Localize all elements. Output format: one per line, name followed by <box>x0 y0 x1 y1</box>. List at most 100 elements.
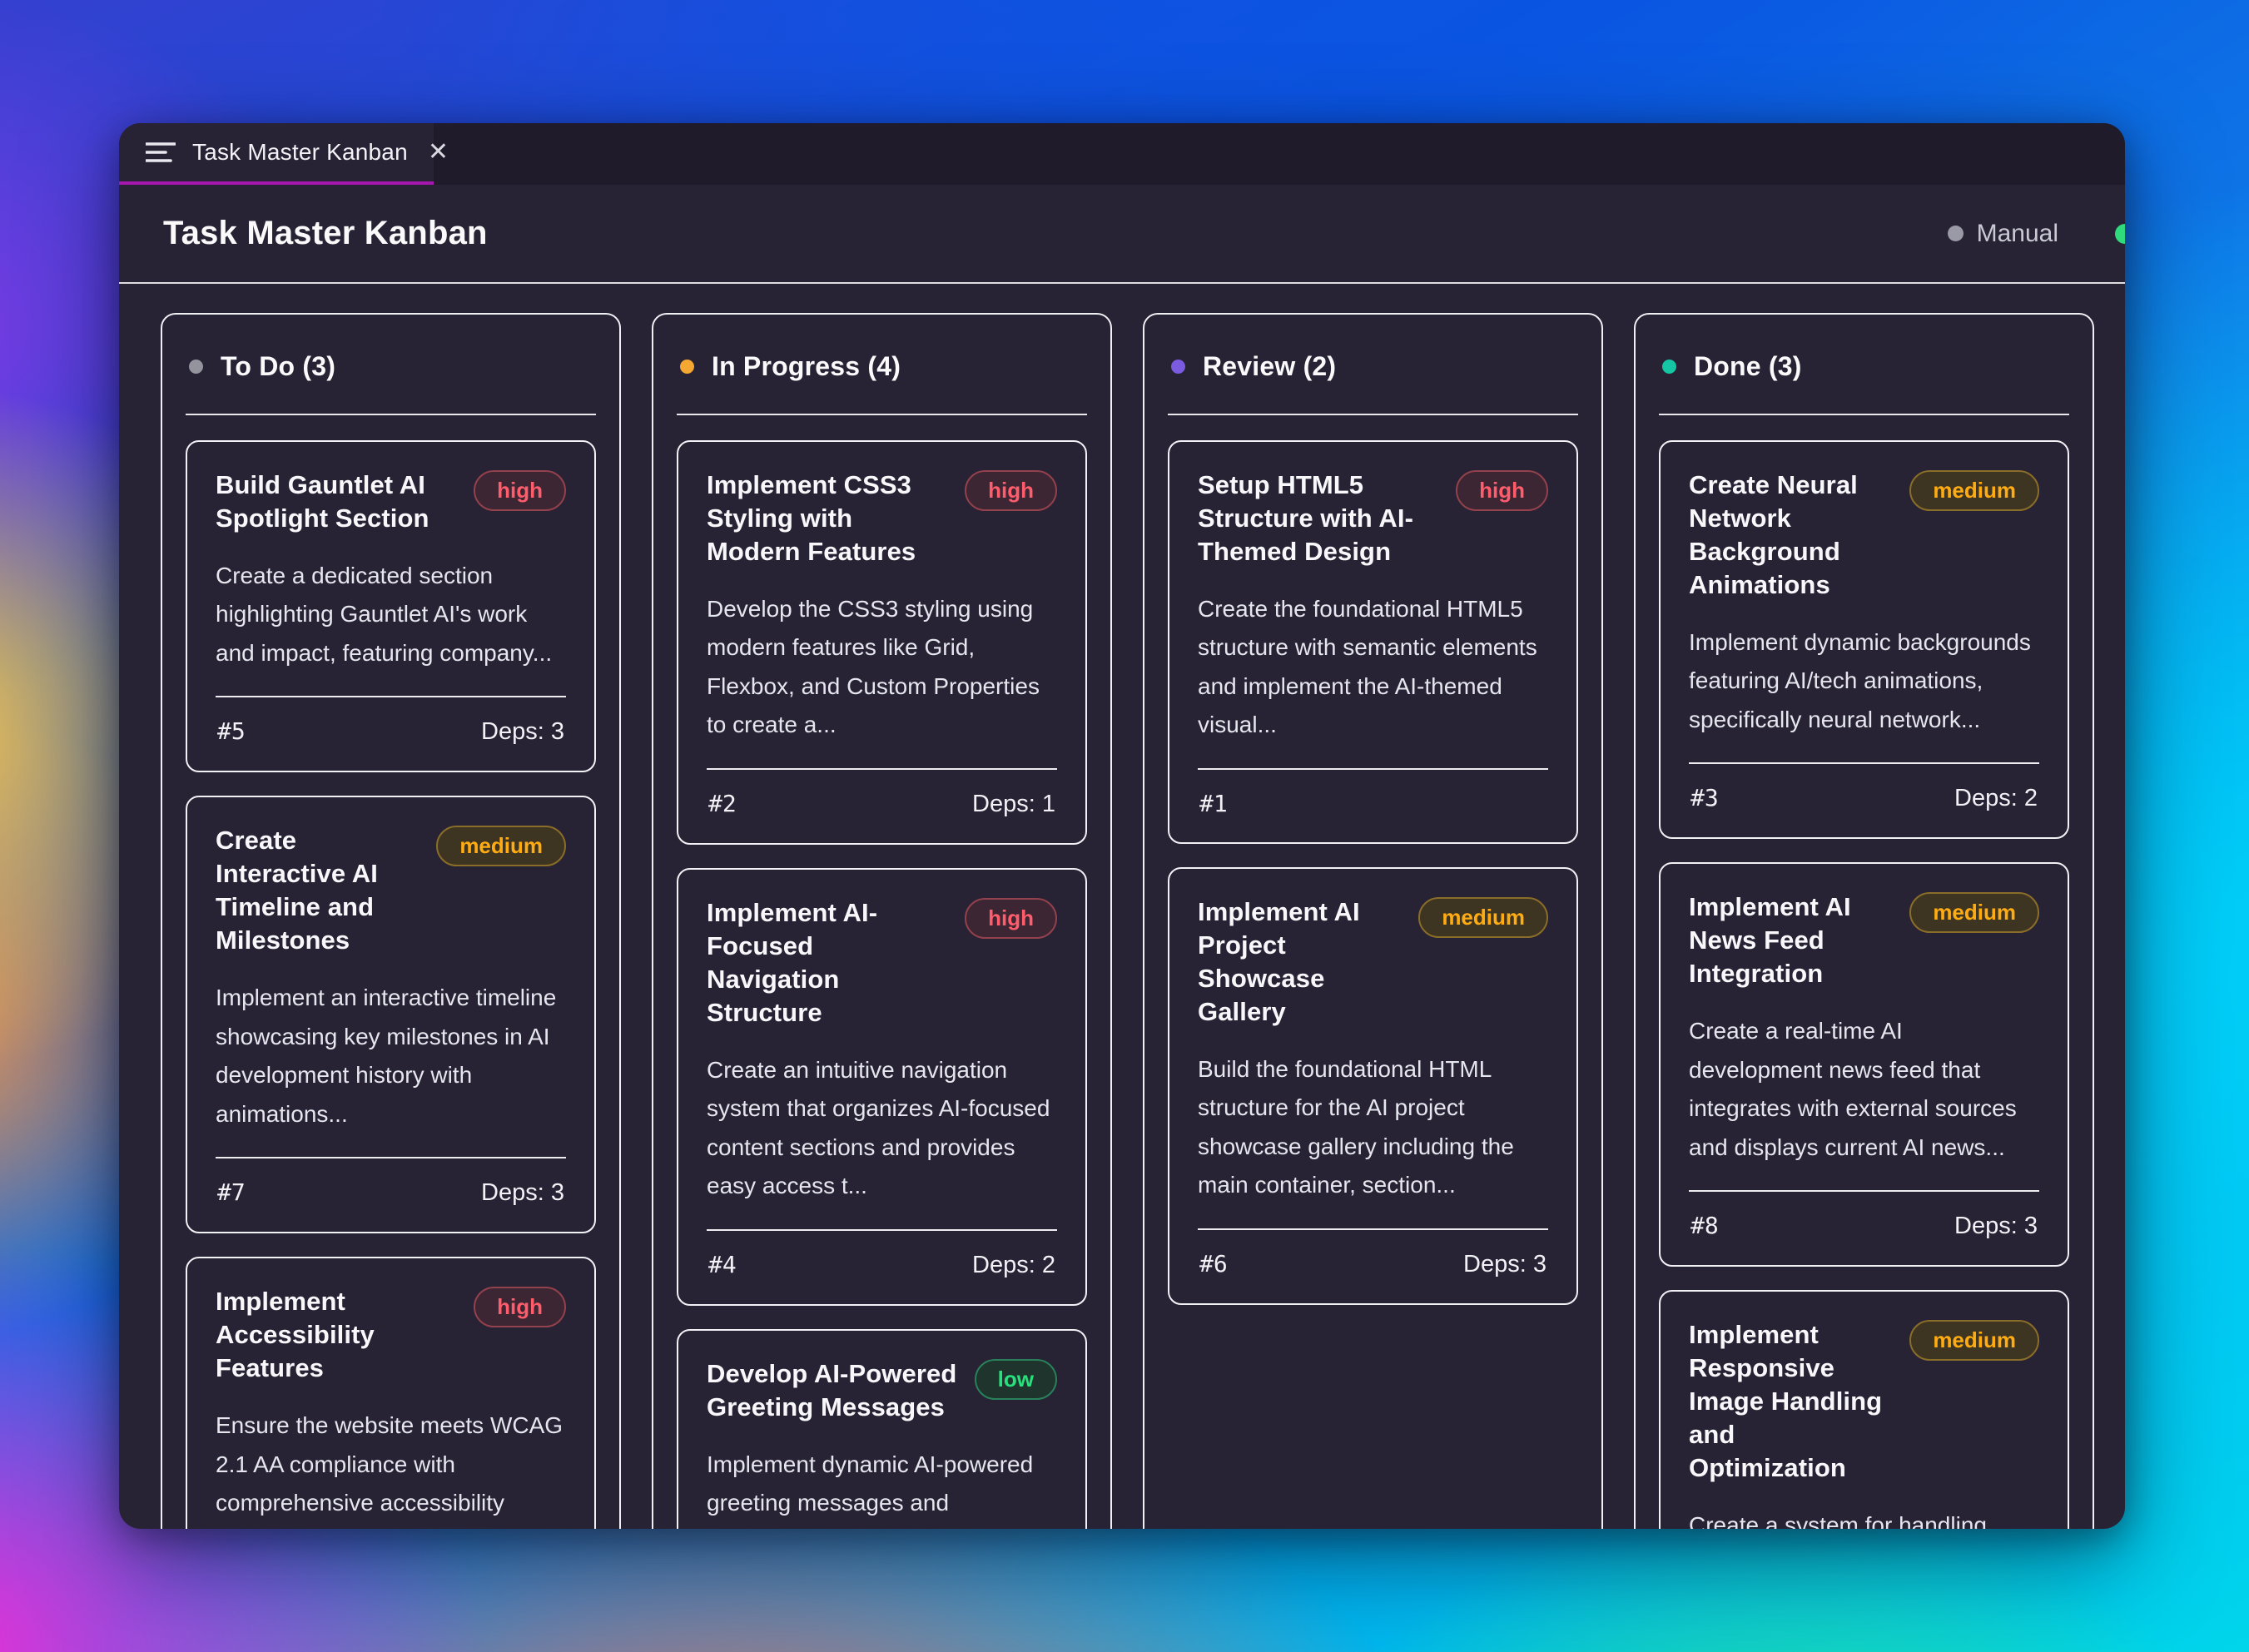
column-card-list: Implement CSS3 Styling with Modern Featu… <box>677 440 1087 1529</box>
column-divider <box>1659 414 2069 415</box>
kanban-column-done: Done (3) Create Neural Network Backgroun… <box>1634 313 2094 1529</box>
priority-badge: high <box>474 1287 566 1328</box>
task-card[interactable]: Implement AI Project Showcase Gallery me… <box>1168 866 1578 1305</box>
tab-bar: Task Master Kanban ✕ <box>119 123 2125 185</box>
task-title: Build Gauntlet AI Spotlight Section <box>216 470 429 533</box>
card-divider <box>216 1157 566 1159</box>
card-header: Setup HTML5 Structure with AI-Themed Des… <box>1198 469 1548 568</box>
task-title: Develop AI-Powered Greeting Messages <box>707 1358 957 1421</box>
card-footer: #4 Deps: 2 <box>707 1231 1057 1282</box>
priority-badge: medium <box>1909 1320 2039 1362</box>
card-divider <box>707 767 1057 770</box>
card-footer: #1 <box>1198 770 1548 821</box>
column-status-dot-icon <box>1171 360 1185 374</box>
card-header: Create Interactive AI Timeline and Miles… <box>216 824 566 957</box>
task-description: Create an intuitive navigation system th… <box>707 1056 1050 1199</box>
task-id: #6 <box>1199 1249 1228 1277</box>
task-card[interactable]: Create Neural Network Background Animati… <box>1659 440 2069 840</box>
task-id: #5 <box>217 717 246 746</box>
tab-task-master-kanban[interactable]: Task Master Kanban ✕ <box>119 123 449 185</box>
app-window: Task Master Kanban ✕ Task Master Kanban … <box>119 123 2125 1529</box>
task-deps: Deps: 3 <box>481 718 564 746</box>
task-description: Create a real-time AI development news f… <box>1689 1018 2017 1160</box>
task-card[interactable]: Setup HTML5 Structure with AI-Themed Des… <box>1168 440 1578 844</box>
task-id: #8 <box>1690 1212 1719 1240</box>
task-title: Implement Accessibility Features <box>216 1287 375 1383</box>
column-status-dot-icon <box>189 360 203 374</box>
task-description: Implement dynamic backgrounds featuring … <box>1689 628 2031 732</box>
task-description: Create a dedicated section highlighting … <box>216 562 553 666</box>
card-footer: #7 Deps: 3 <box>216 1158 566 1210</box>
card-header: Build Gauntlet AI Spotlight Section high <box>216 469 566 535</box>
card-divider <box>1689 1190 2039 1193</box>
priority-badge: high <box>1456 470 1548 511</box>
priority-badge: medium <box>1909 892 2039 934</box>
kanban-column-in-progress: In Progress (4) Implement CSS3 Styling w… <box>652 313 1112 1529</box>
task-title: Implement AI Project Showcase Gallery <box>1198 896 1360 1026</box>
task-card[interactable]: Implement CSS3 Styling with Modern Featu… <box>677 440 1087 845</box>
tab-title: Task Master Kanban <box>192 139 408 165</box>
priority-badge: high <box>965 470 1057 511</box>
kanban-column-review: Review (2) Setup HTML5 Structure with AI… <box>1143 313 1603 1529</box>
task-description: Implement dynamic AI-powered greeting me… <box>707 1451 1035 1529</box>
priority-badge: low <box>974 1358 1057 1400</box>
column-header: Review (2) <box>1168 345 1578 382</box>
task-title: Implement CSS3 Styling with Modern Featu… <box>707 470 916 566</box>
priority-badge: medium <box>1909 470 2039 511</box>
card-header: Develop AI-Powered Greeting Messages low <box>707 1357 1057 1424</box>
priority-badge: medium <box>436 826 566 867</box>
column-title: To Do (3) <box>221 351 336 381</box>
task-title: Create Interactive AI Timeline and Miles… <box>216 826 378 955</box>
task-card[interactable]: Develop AI-Powered Greeting Messages low… <box>677 1328 1087 1529</box>
card-divider <box>707 1228 1057 1231</box>
close-icon[interactable]: ✕ <box>427 138 449 166</box>
task-title: Implement AI News Feed Integration <box>1689 892 1851 989</box>
task-title: Implement AI-Focused Navigation Structur… <box>707 897 878 1027</box>
task-description: Ensure the website meets WCAG 2.1 AA com… <box>216 1412 563 1529</box>
column-card-list: Create Neural Network Background Animati… <box>1659 440 2069 1529</box>
task-card[interactable]: Implement Responsive Image Handling and … <box>1659 1290 2069 1529</box>
card-divider <box>216 696 566 698</box>
card-header: Create Neural Network Background Animati… <box>1689 469 2039 602</box>
task-id: #3 <box>1690 784 1719 812</box>
app-header: Task Master Kanban Manual <box>119 185 2125 284</box>
card-divider <box>1198 1228 1548 1230</box>
column-status-dot-icon <box>680 360 694 374</box>
card-header: Implement AI-Focused Navigation Structur… <box>707 896 1057 1029</box>
column-header: In Progress (4) <box>677 345 1087 382</box>
card-footer: #6 Deps: 3 <box>1198 1230 1548 1282</box>
card-footer: #3 Deps: 2 <box>1689 764 2039 816</box>
task-title: Create Neural Network Background Animati… <box>1689 470 1858 599</box>
mode-dot-icon <box>1947 226 1964 241</box>
card-footer: #2 Deps: 1 <box>707 770 1057 821</box>
card-divider <box>1689 762 2039 765</box>
task-card[interactable]: Build Gauntlet AI Spotlight Section high… <box>186 440 596 773</box>
task-card[interactable]: Implement Accessibility Features high En… <box>186 1257 596 1529</box>
task-id: #4 <box>708 1250 737 1278</box>
card-header: Implement CSS3 Styling with Modern Featu… <box>707 469 1057 568</box>
column-divider <box>186 414 596 415</box>
list-icon <box>146 140 176 165</box>
task-title: Implement Responsive Image Handling and … <box>1689 1320 1883 1483</box>
task-card[interactable]: Implement AI-Focused Navigation Structur… <box>677 867 1087 1306</box>
column-card-list: Setup HTML5 Structure with AI-Themed Des… <box>1168 440 1578 1305</box>
priority-badge: medium <box>1418 896 1548 938</box>
edge-status-dot-icon <box>2115 223 2125 244</box>
task-deps: Deps: 1 <box>972 790 1055 817</box>
card-header: Implement Responsive Image Handling and … <box>1689 1318 2039 1485</box>
task-title: Setup HTML5 Structure with AI-Themed Des… <box>1198 470 1413 566</box>
task-deps: Deps: 2 <box>972 1251 1055 1278</box>
task-id: #1 <box>1199 789 1228 817</box>
task-deps: Deps: 3 <box>1954 1213 2038 1240</box>
task-card[interactable]: Implement AI News Feed Integration mediu… <box>1659 862 2069 1268</box>
task-deps: Deps: 2 <box>1954 785 2038 812</box>
card-header: Implement AI News Feed Integration mediu… <box>1689 890 2039 990</box>
task-description: Build the foundational HTML structure fo… <box>1198 1055 1514 1198</box>
task-card[interactable]: Create Interactive AI Timeline and Miles… <box>186 796 596 1234</box>
mode-label: Manual <box>1976 219 2058 247</box>
mode-indicator[interactable]: Manual <box>1947 219 2058 248</box>
task-id: #7 <box>217 1178 246 1207</box>
task-description: Create a system for handling responsive … <box>1689 1512 1987 1529</box>
column-status-dot-icon <box>1662 360 1676 374</box>
card-divider <box>1198 767 1548 770</box>
